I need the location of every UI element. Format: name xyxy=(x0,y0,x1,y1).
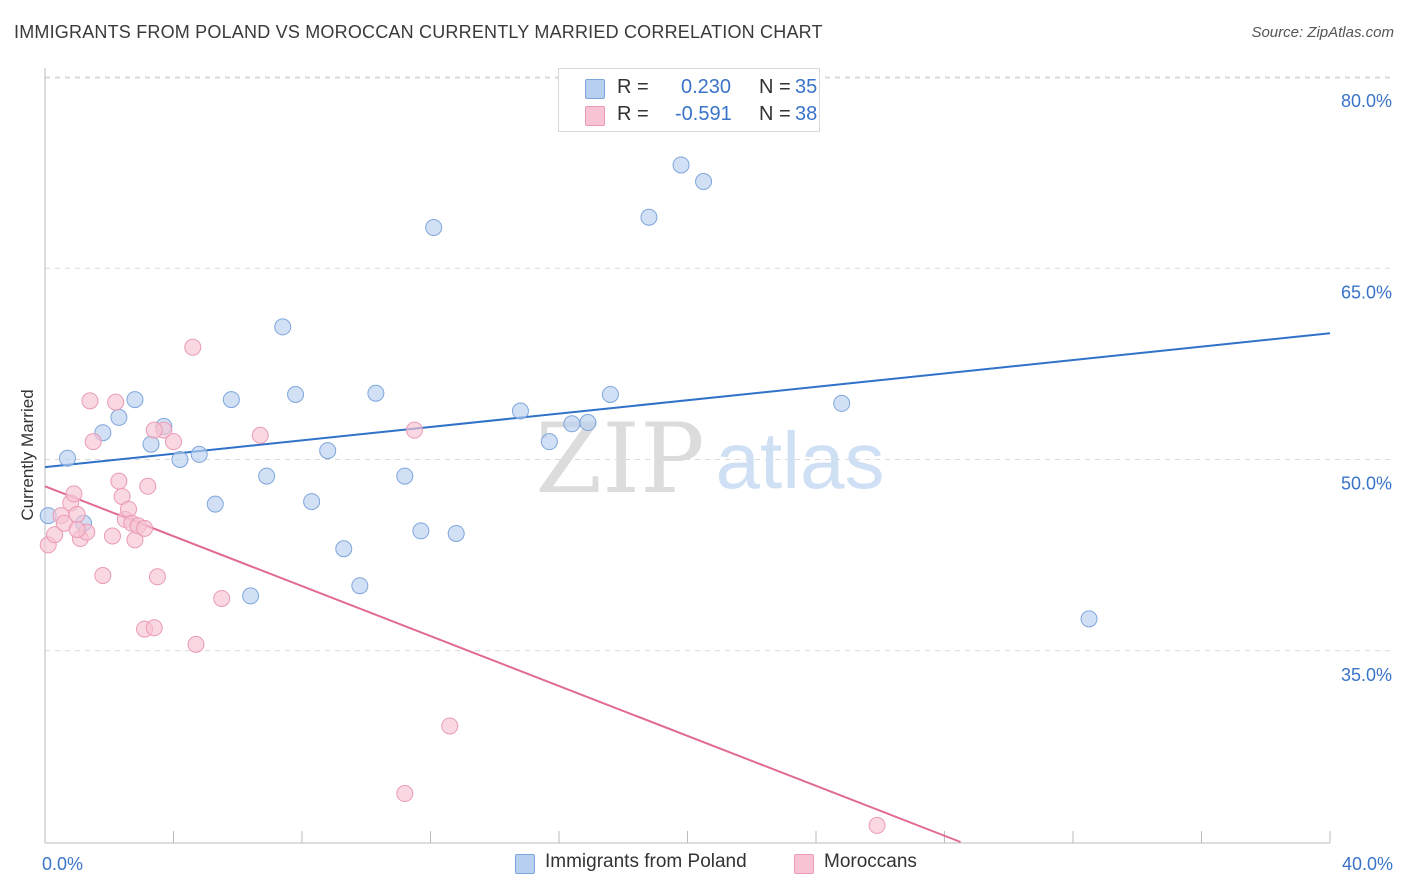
poland-point xyxy=(110,408,128,426)
n-value: 38 xyxy=(795,103,818,125)
poland-trend-line xyxy=(44,332,1331,469)
moroccans-point xyxy=(46,526,64,544)
moroccans-point xyxy=(81,392,99,410)
moroccans-point xyxy=(136,519,154,537)
watermark: ZIP atlas xyxy=(535,403,884,515)
moroccans-legend-swatch xyxy=(794,854,814,874)
moroccans-point xyxy=(107,393,125,411)
moroccans-point xyxy=(94,567,112,585)
y-tick-label: 65.0% xyxy=(1341,282,1392,302)
n-label: N = xyxy=(759,103,791,125)
data-points xyxy=(39,156,1098,834)
tick-labels: 35.0% 50.0% 65.0% 80.0% 0.0% 40.0% xyxy=(42,91,1393,874)
watermark-zip: ZIP xyxy=(535,403,704,515)
poland-point xyxy=(425,218,443,236)
moroccans-point xyxy=(103,527,121,545)
poland-point xyxy=(126,391,144,409)
poland-point xyxy=(222,391,240,409)
poland-legend-swatch xyxy=(515,854,535,874)
poland-point xyxy=(833,394,851,412)
poland-point xyxy=(258,467,276,485)
moroccans-point xyxy=(148,568,166,586)
moroccans-point xyxy=(110,472,128,490)
moroccans-legend-label: Moroccans xyxy=(824,851,917,872)
poland-point xyxy=(579,414,597,432)
moroccans-point xyxy=(68,521,86,539)
moroccans-point xyxy=(84,433,102,451)
moroccans-point xyxy=(441,717,459,735)
moroccans-point xyxy=(868,816,886,834)
poland-point xyxy=(58,449,76,467)
poland-point xyxy=(396,467,414,485)
moroccans-point xyxy=(145,421,163,439)
moroccans-point xyxy=(396,785,414,803)
poland-point xyxy=(242,587,260,605)
source-credit: Source: ZipAtlas.com xyxy=(1251,24,1394,41)
poland-point xyxy=(274,318,292,336)
poland-point xyxy=(287,385,305,403)
poland-point xyxy=(601,385,619,403)
poland-point xyxy=(1080,610,1098,628)
poland-point xyxy=(206,495,224,513)
trend-lines xyxy=(44,332,1331,843)
moroccans-point xyxy=(187,635,205,653)
moroccans-point xyxy=(68,505,86,523)
poland-point xyxy=(142,435,160,453)
moroccans-swatch xyxy=(585,106,605,126)
moroccans-point xyxy=(184,338,202,356)
poland-point xyxy=(447,524,465,542)
moroccans-point xyxy=(405,421,423,439)
poland-point xyxy=(335,540,353,558)
poland-point xyxy=(695,173,713,191)
moroccans-trend-line xyxy=(44,485,961,843)
poland-point xyxy=(303,493,321,511)
poland-legend-label: Immigrants from Poland xyxy=(545,851,747,872)
poland-point xyxy=(412,522,430,540)
x-tick-label: 0.0% xyxy=(42,854,83,874)
poland-point xyxy=(563,415,581,433)
r-value: -0.591 xyxy=(675,103,732,125)
poland-point xyxy=(511,402,529,420)
poland-point xyxy=(367,384,385,402)
y-tick-label: 50.0% xyxy=(1341,474,1392,494)
moroccans-point xyxy=(65,485,83,503)
moroccans-point xyxy=(213,589,231,607)
poland-swatch xyxy=(585,79,605,99)
moroccans-point xyxy=(139,477,157,495)
poland-point xyxy=(190,445,208,463)
watermark-atlas: atlas xyxy=(716,416,885,505)
moroccans-point xyxy=(251,426,269,444)
r-value: 0.230 xyxy=(681,76,732,98)
r-label: R = xyxy=(617,103,649,125)
n-label: N = xyxy=(759,76,791,98)
y-tick-label: 80.0% xyxy=(1341,91,1392,111)
moroccans-point xyxy=(145,619,163,637)
x-tick-label: 40.0% xyxy=(1342,854,1393,874)
stats-legend: R = 0.230 N = 35 R = -0.591 N = 38 xyxy=(558,68,820,132)
y-tick-label: 35.0% xyxy=(1341,665,1392,685)
poland-point xyxy=(672,156,690,174)
poland-point xyxy=(171,451,189,468)
r-label: R = xyxy=(617,76,649,98)
poland-point xyxy=(640,208,658,226)
moroccans-point xyxy=(165,433,182,451)
axes xyxy=(44,68,1331,844)
poland-point xyxy=(351,577,369,595)
poland-point xyxy=(540,433,558,451)
chart-title: IMMIGRANTS FROM POLAND VS MOROCCAN CURRE… xyxy=(14,22,823,42)
poland-point xyxy=(319,442,337,460)
moroccans-point xyxy=(120,500,138,518)
n-value: 35 xyxy=(795,76,818,98)
